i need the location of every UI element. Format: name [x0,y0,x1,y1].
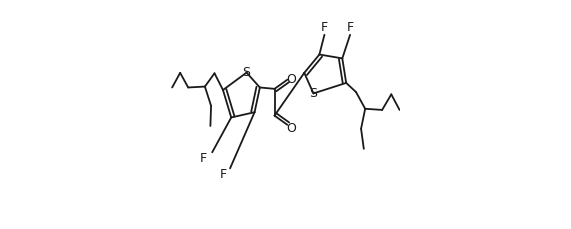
Text: O: O [286,122,296,135]
Text: S: S [309,87,317,100]
Text: S: S [243,66,251,79]
Text: F: F [199,152,207,165]
Text: O: O [286,73,296,85]
Text: F: F [220,168,227,181]
Text: F: F [320,21,328,33]
Text: F: F [347,21,353,33]
